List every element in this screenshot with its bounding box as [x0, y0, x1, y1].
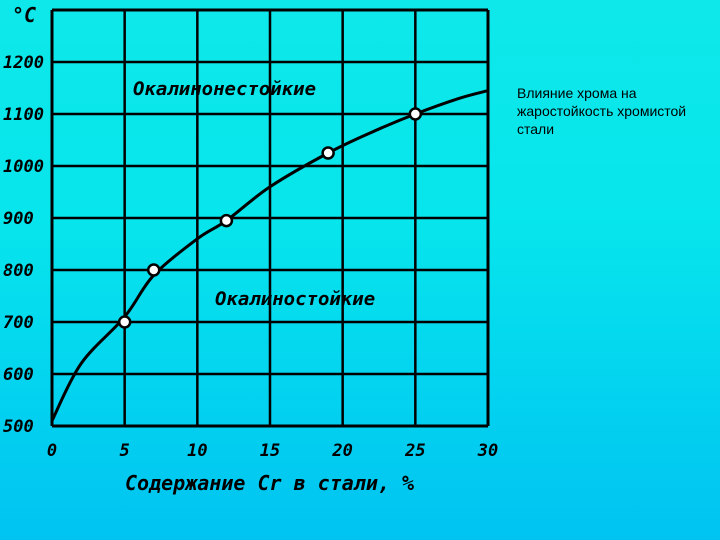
data-point [146, 263, 161, 277]
x-axis-label: Содержание Cr в стали, % [125, 471, 414, 495]
y-tick-label: 900 [3, 209, 34, 229]
x-tick-label: 5 [120, 441, 130, 461]
slide-caption: Влияние хрома на жаростойкость хромистой… [517, 85, 687, 137]
tick-labels: 0 5 10 15 20 25 30 500 600 700 800 900 1000 1100 1200 [3, 53, 498, 461]
x-tick-label: 20 [331, 441, 352, 461]
y-tick-label: 500 [3, 417, 34, 437]
x-tick-label: 0 [47, 441, 57, 461]
y-axis-label: °C [12, 3, 36, 27]
x-tick-label: 10 [187, 441, 207, 461]
grid [50, 8, 490, 428]
data-point [117, 315, 132, 329]
x-tick-label: 15 [260, 441, 280, 461]
region-label-stable: Окалиностойкие [215, 288, 375, 310]
x-tick-label: 30 [477, 441, 498, 461]
y-tick-label: 1100 [3, 105, 44, 125]
region-label-unstable: Окалинонестойкие [133, 78, 316, 100]
y-tick-label: 600 [3, 365, 34, 385]
data-point [408, 107, 423, 121]
data-point [321, 146, 335, 160]
data-markers [117, 107, 423, 329]
data-point [219, 213, 234, 228]
y-tick-label: 700 [3, 313, 34, 333]
y-tick-label: 800 [3, 261, 34, 281]
y-tick-label: 1000 [3, 157, 44, 177]
x-tick-label: 25 [404, 441, 425, 461]
y-tick-label: 1200 [3, 53, 44, 73]
